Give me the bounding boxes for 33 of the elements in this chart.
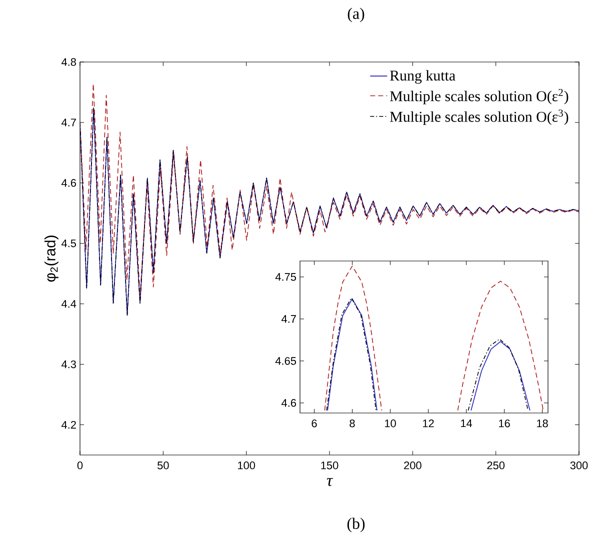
y-tick-label: 4.7 [282, 315, 296, 323]
y-tick-label: 4.6 [61, 179, 76, 187]
x-tick-label: 8 [350, 420, 355, 428]
x-tick-label: 12 [423, 420, 434, 428]
y-tick-label: 4.6 [282, 399, 296, 407]
x-tick-label: 150 [321, 462, 338, 470]
y-tick-label: 4.5 [61, 240, 76, 248]
x-tick-label: 0 [77, 462, 83, 470]
x-tick-label: 14 [461, 420, 472, 428]
x-axis-title: τ [326, 478, 334, 486]
y-tick-label: 4.8 [61, 58, 76, 66]
y-axis-title: φ$_{2}$(rad) [44, 236, 58, 282]
x-tick-label: 100 [238, 462, 256, 470]
legend-label: Multiple scales solution O(ε$^{2}$) [390, 88, 568, 104]
x-tick-label: 300 [570, 462, 588, 470]
y-tick-label: 4.2 [61, 420, 76, 429]
y-tick-label: 4.65 [275, 357, 296, 365]
x-tick-label: 6 [312, 420, 317, 428]
y-tick-label: 4.4 [61, 300, 76, 308]
line-series [80, 83, 580, 297]
y-tick-label: 4.3 [61, 360, 76, 368]
x-tick-label: 50 [158, 462, 169, 470]
x-tick-label: 200 [404, 462, 422, 470]
x-tick-label: 10 [385, 420, 396, 428]
y-tick-label: 4.75 [275, 273, 296, 281]
text: (a) [348, 8, 364, 22]
legend-label: Multiple scales solution O(ε$^{3}$) [390, 110, 568, 125]
x-tick-label: 16 [499, 420, 510, 428]
legend-label: Rung kutta [390, 70, 456, 84]
text: (b) [347, 518, 365, 532]
y-tick-label: 4.7 [61, 118, 76, 126]
x-tick-label: 250 [487, 462, 505, 470]
x-tick-label: 18 [537, 420, 548, 428]
